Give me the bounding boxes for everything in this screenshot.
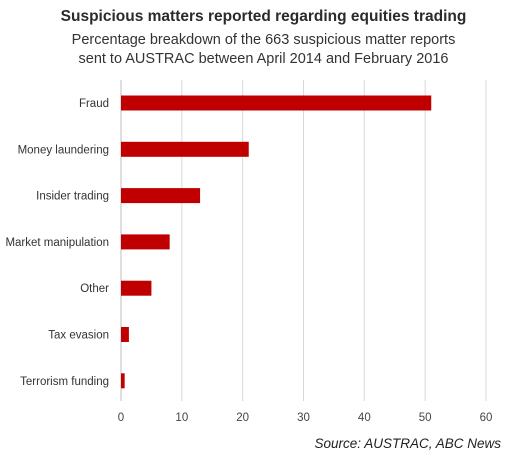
x-tick-label: 30 [297,412,310,424]
x-tick-label: 0 [118,412,124,424]
x-tick-label: 60 [480,412,493,424]
x-tick-label: 10 [175,412,188,424]
category-label: Market manipulation [5,237,109,249]
x-tick-label: 20 [236,412,249,424]
bar [121,234,170,250]
category-label: Terrorism funding [20,376,109,388]
bar [121,95,432,111]
bar [121,280,152,296]
category-label: Tax evasion [48,330,109,342]
source-note: Source: AUSTRAC, ABC News [314,436,501,451]
chart-subtitle: Percentage breakdown of the 663 suspicio… [0,31,527,69]
category-label: Fraud [79,98,109,110]
x-tick-label: 50 [419,412,432,424]
bar [121,373,125,389]
bar [121,327,129,342]
category-label: Other [80,283,109,295]
chart-subtitle-line-2: sent to AUSTRAC between April 2014 and F… [78,51,449,67]
bar [121,188,201,204]
category-label: Money laundering [18,144,109,156]
chart-subtitle-line-1: Percentage breakdown of the 663 suspicio… [71,32,456,48]
x-tick-label: 40 [358,412,371,424]
category-label: Insider trading [36,191,109,203]
bar [121,141,249,157]
chart-title: Suspicious matters reported regarding eq… [60,8,467,25]
